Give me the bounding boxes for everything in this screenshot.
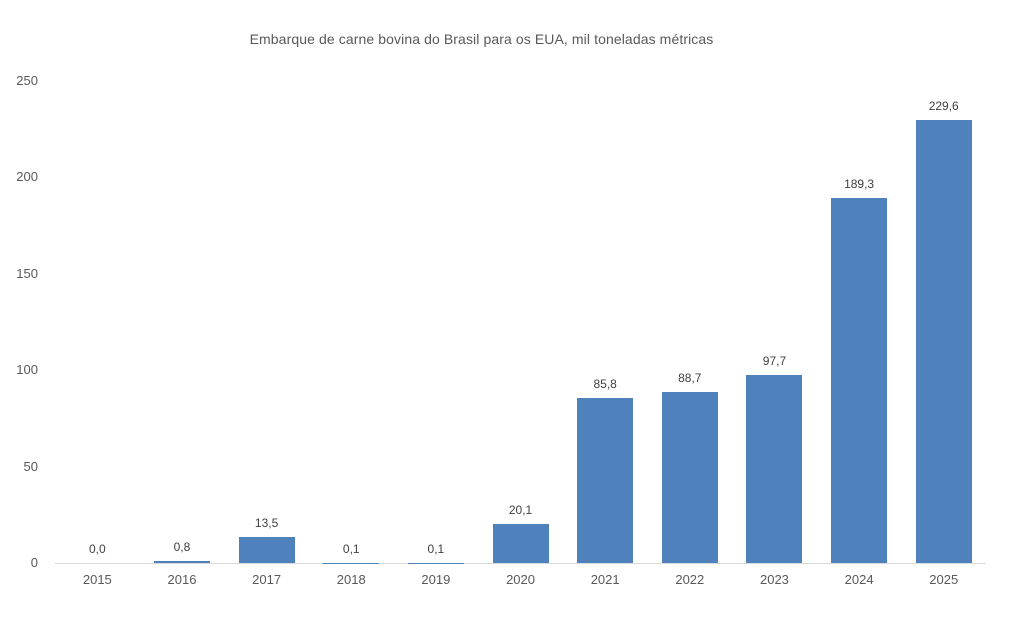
x-tick-label-2016: 2016 <box>167 572 197 587</box>
category-2018: 0,1 2018 <box>309 81 394 587</box>
bar-2023 <box>746 374 803 563</box>
data-label-2018: 0,1 <box>342 541 360 556</box>
plot-area: 0,0 2015 0,8 2016 13,5 2017 0,1 2018 0,1 2019 20,1… <box>55 81 986 587</box>
data-label-2019: 0,1 <box>427 541 445 556</box>
bar-2017 <box>238 536 295 563</box>
bar-2022 <box>661 392 718 563</box>
data-label-2022: 88,7 <box>678 371 702 385</box>
category-2017: 13,5 2017 <box>224 81 309 587</box>
bar-2016 <box>153 561 210 563</box>
x-tick-label-2024: 2024 <box>844 572 874 587</box>
data-label-2025: 229,6 <box>928 99 959 114</box>
y-tick-label: 250 <box>16 73 38 88</box>
x-tick-label-2023: 2023 <box>759 572 789 587</box>
y-tick-label: 150 <box>16 265 38 281</box>
data-label-2023: 97,7 <box>762 353 787 368</box>
data-label-2021: 85,8 <box>593 376 617 391</box>
data-label-2016: 0,8 <box>173 540 191 555</box>
bar-2020 <box>492 524 549 563</box>
x-tick-label-2019: 2019 <box>421 572 451 587</box>
category-2021: 85,8 2021 <box>563 81 648 587</box>
bar-2025 <box>915 120 972 563</box>
x-tick-label-2025: 2025 <box>929 572 959 587</box>
category-2024: 189,3 2024 <box>817 81 902 587</box>
category-2023: 97,7 2023 <box>732 81 817 587</box>
x-tick-label-2015: 2015 <box>82 572 112 587</box>
y-axis: 0 50 100 150 200 250 <box>0 73 45 570</box>
x-tick-label-2022: 2022 <box>675 572 705 587</box>
y-tick-label: 200 <box>16 169 38 185</box>
category-2016: 0,8 2016 <box>140 81 225 587</box>
y-tick-label: 50 <box>23 458 38 474</box>
category-2020: 20,1 2020 <box>478 81 563 587</box>
data-label-2024: 189,3 <box>844 177 875 192</box>
x-tick-label-2021: 2021 <box>590 572 620 587</box>
data-label-2015: 0,0 <box>88 542 106 556</box>
bar-2024 <box>831 198 888 563</box>
data-label-2017: 13,5 <box>254 515 279 530</box>
category-2019: 0,1 2019 <box>394 81 479 587</box>
x-tick-label-2017: 2017 <box>252 572 282 587</box>
category-2025: 229,6 2025 <box>901 81 986 587</box>
chart-title: Embarque de carne bovina do Brasil para … <box>249 31 714 47</box>
category-2015: 0,0 2015 <box>55 81 140 587</box>
x-tick-label-2018: 2018 <box>336 572 366 587</box>
y-tick-label: 100 <box>16 362 38 378</box>
y-tick-label: 0 <box>30 555 38 570</box>
category-2022: 88,7 2022 <box>647 81 732 587</box>
data-label-2020: 20,1 <box>508 503 533 518</box>
x-tick-label-2020: 2020 <box>506 572 535 587</box>
bar-2021 <box>577 397 634 563</box>
